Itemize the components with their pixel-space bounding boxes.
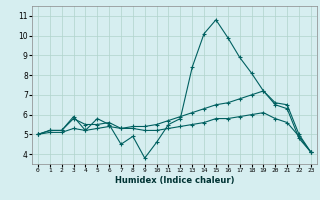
X-axis label: Humidex (Indice chaleur): Humidex (Indice chaleur) <box>115 176 234 185</box>
